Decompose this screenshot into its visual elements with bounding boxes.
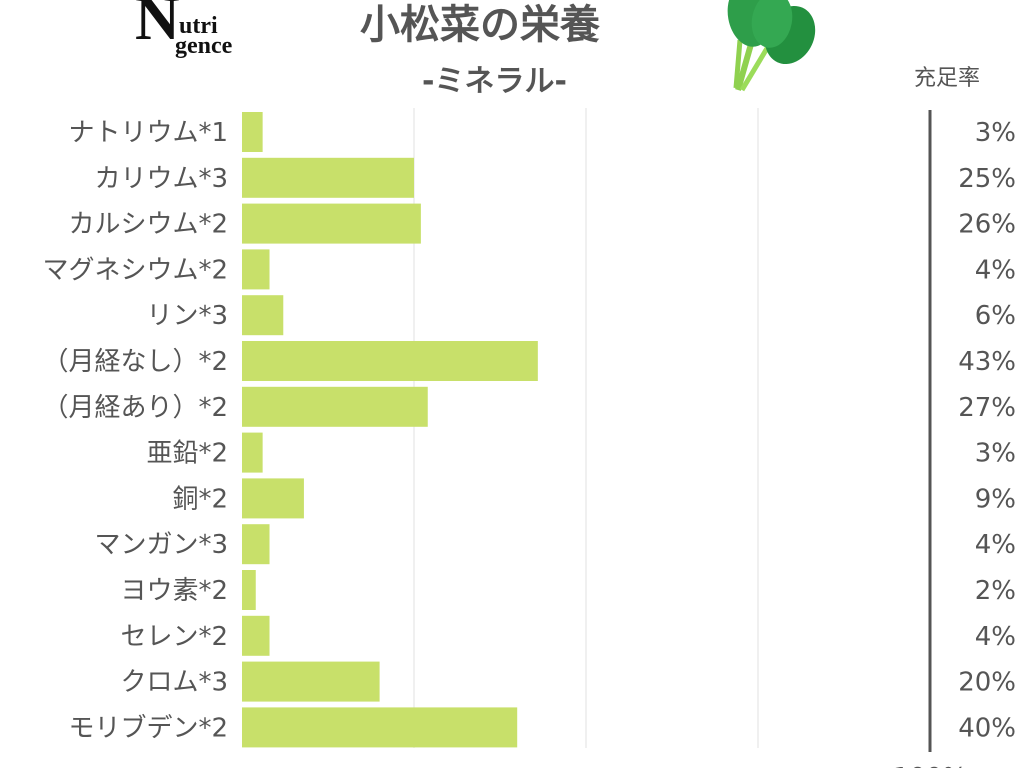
value-label: 4% xyxy=(975,530,1016,560)
category-label: （月経あり）*2 xyxy=(42,393,228,423)
value-label: 27% xyxy=(958,393,1016,423)
value-label: 2% xyxy=(975,576,1016,606)
fulfillment-rate-header: 充足率 xyxy=(914,66,981,91)
value-label: 9% xyxy=(975,484,1016,514)
value-label: 40% xyxy=(958,713,1016,743)
category-label: クロム*3 xyxy=(120,668,228,698)
category-label: （月経なし）*2 xyxy=(42,347,228,377)
value-label: 26% xyxy=(958,210,1016,240)
reference-line-label: 100% xyxy=(893,763,967,768)
category-label: ナトリウム*1 xyxy=(68,118,228,148)
value-label: 4% xyxy=(975,622,1016,652)
bar-12 xyxy=(242,661,380,702)
page-title: 小松菜の栄養 xyxy=(360,2,600,48)
value-label: 43% xyxy=(958,347,1016,377)
bar-3 xyxy=(242,249,270,290)
category-label: マグネシウム*2 xyxy=(42,255,228,285)
bar-9 xyxy=(242,524,270,565)
value-label: 25% xyxy=(958,164,1016,194)
page-subtitle: -ミネラル- xyxy=(422,64,567,99)
category-label: リン*3 xyxy=(146,301,228,331)
bar-1 xyxy=(242,157,414,198)
category-label: カルシウム*2 xyxy=(68,210,228,240)
category-label: ヨウ素*2 xyxy=(120,576,228,606)
category-label: モリブデン*2 xyxy=(68,713,228,743)
category-label: カリウム*3 xyxy=(94,164,228,194)
bar-5 xyxy=(242,341,538,381)
bar-10 xyxy=(242,570,256,610)
bar-11 xyxy=(242,615,270,656)
bar-8 xyxy=(242,478,304,519)
category-label: セレン*2 xyxy=(120,622,228,652)
value-label: 3% xyxy=(975,439,1016,469)
bar-7 xyxy=(242,432,263,473)
value-label: 4% xyxy=(975,255,1016,285)
value-label: 3% xyxy=(975,118,1016,148)
value-label: 20% xyxy=(958,668,1016,698)
category-label: 銅*2 xyxy=(172,484,228,514)
category-label: マンガン*3 xyxy=(94,530,228,560)
bar-2 xyxy=(242,203,421,244)
komatsuna-leaf-icon xyxy=(727,0,816,92)
bar-0 xyxy=(242,112,263,152)
bar-6 xyxy=(242,386,428,427)
bar-4 xyxy=(242,295,284,336)
category-label: 亜鉛*2 xyxy=(146,439,228,469)
value-label: 6% xyxy=(975,301,1016,331)
bar-13 xyxy=(242,707,518,748)
